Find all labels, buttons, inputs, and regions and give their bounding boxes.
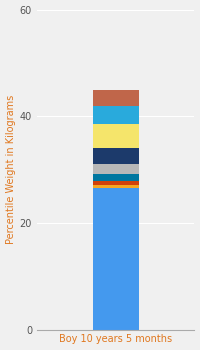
Bar bbox=[93, 90, 139, 106]
Bar bbox=[93, 181, 139, 184]
Bar bbox=[93, 106, 139, 124]
Y-axis label: Percentile Weight in Kilograms: Percentile Weight in Kilograms bbox=[6, 95, 16, 244]
Bar bbox=[93, 164, 139, 174]
Bar bbox=[93, 174, 139, 181]
Bar bbox=[93, 124, 139, 148]
Bar bbox=[93, 148, 139, 164]
Bar bbox=[93, 188, 139, 330]
Bar bbox=[93, 184, 139, 188]
